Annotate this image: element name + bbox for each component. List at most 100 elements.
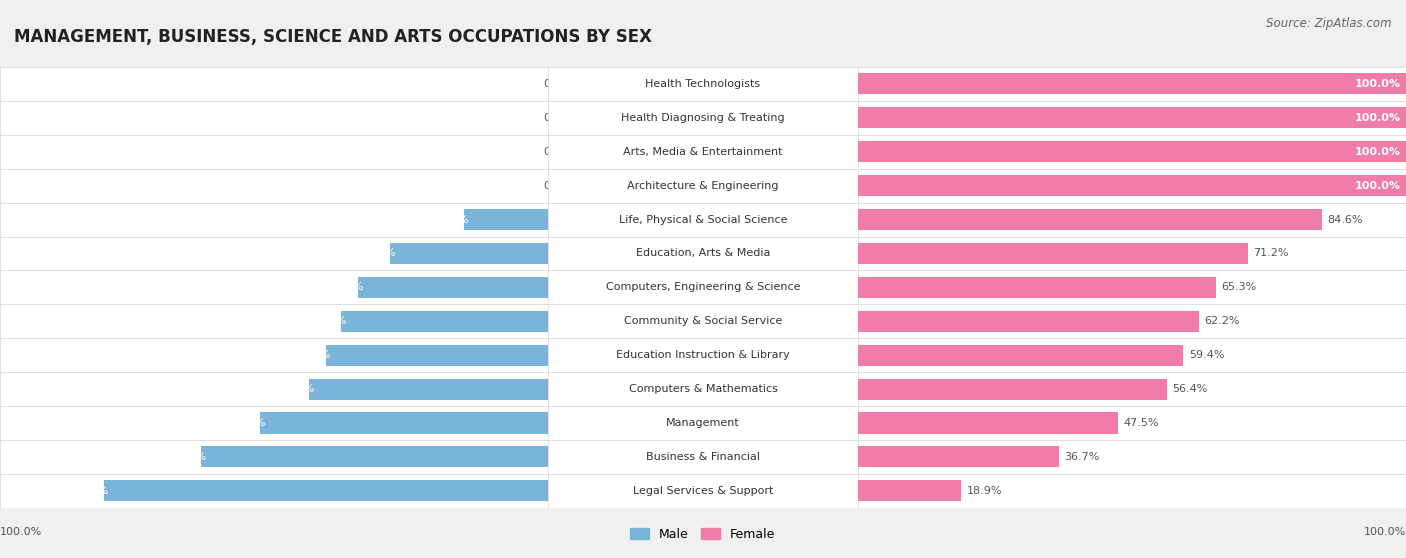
Bar [342,311,548,332]
Text: 100.0%: 100.0% [1354,79,1400,89]
Text: Education, Arts & Media: Education, Arts & Media [636,248,770,258]
Bar [858,446,1059,468]
Bar [858,74,1406,94]
FancyBboxPatch shape [0,474,548,508]
FancyBboxPatch shape [548,372,858,406]
Bar [858,378,1167,400]
FancyBboxPatch shape [858,237,1406,271]
Text: Health Diagnosing & Treating: Health Diagnosing & Treating [621,113,785,123]
FancyBboxPatch shape [548,237,858,271]
Text: 62.2%: 62.2% [1204,316,1240,326]
Bar [858,412,1118,434]
Text: 34.7%: 34.7% [328,282,364,292]
Bar [309,378,548,400]
Text: 59.4%: 59.4% [1189,350,1225,360]
FancyBboxPatch shape [858,203,1406,237]
Text: Computers & Mathematics: Computers & Mathematics [628,384,778,394]
Text: 63.3%: 63.3% [172,452,207,462]
Text: 100.0%: 100.0% [1354,113,1400,123]
Text: Community & Social Service: Community & Social Service [624,316,782,326]
Text: 37.8%: 37.8% [311,316,346,326]
FancyBboxPatch shape [858,440,1406,474]
Bar [858,209,1322,230]
Text: Source: ZipAtlas.com: Source: ZipAtlas.com [1267,17,1392,30]
FancyBboxPatch shape [548,474,858,508]
Text: 100.0%: 100.0% [0,527,42,537]
FancyBboxPatch shape [548,271,858,304]
FancyBboxPatch shape [858,101,1406,135]
FancyBboxPatch shape [858,406,1406,440]
Text: 100.0%: 100.0% [1354,181,1400,191]
Text: Computers, Engineering & Science: Computers, Engineering & Science [606,282,800,292]
FancyBboxPatch shape [548,338,858,372]
Text: MANAGEMENT, BUSINESS, SCIENCE AND ARTS OCCUPATIONS BY SEX: MANAGEMENT, BUSINESS, SCIENCE AND ARTS O… [14,28,652,46]
FancyBboxPatch shape [0,169,548,203]
Text: 100.0%: 100.0% [1354,147,1400,157]
FancyBboxPatch shape [0,237,548,271]
Bar [260,412,548,434]
Bar [858,480,962,501]
FancyBboxPatch shape [0,271,548,304]
Bar [326,345,548,365]
Bar [201,446,548,468]
Text: 18.9%: 18.9% [967,486,1002,496]
Text: 36.7%: 36.7% [1064,452,1099,462]
FancyBboxPatch shape [0,372,548,406]
FancyBboxPatch shape [0,101,548,135]
Text: 15.4%: 15.4% [434,215,470,224]
FancyBboxPatch shape [858,372,1406,406]
FancyBboxPatch shape [858,169,1406,203]
Legend: Male, Female: Male, Female [626,523,780,546]
FancyBboxPatch shape [548,135,858,169]
Text: 71.2%: 71.2% [1254,248,1289,258]
FancyBboxPatch shape [0,304,548,338]
Text: Life, Physical & Social Science: Life, Physical & Social Science [619,215,787,224]
Text: 100.0%: 100.0% [1364,527,1406,537]
Bar [858,277,1216,298]
FancyBboxPatch shape [0,440,548,474]
Text: 28.8%: 28.8% [360,248,396,258]
Bar [359,277,548,298]
Bar [858,311,1199,332]
FancyBboxPatch shape [0,338,548,372]
Text: 47.5%: 47.5% [1123,418,1159,428]
Text: 56.4%: 56.4% [1173,384,1208,394]
FancyBboxPatch shape [858,67,1406,101]
Bar [858,175,1406,196]
FancyBboxPatch shape [548,67,858,101]
FancyBboxPatch shape [548,101,858,135]
Bar [858,141,1406,162]
Text: Arts, Media & Entertainment: Arts, Media & Entertainment [623,147,783,157]
Text: 0.0%: 0.0% [543,147,571,157]
Text: Education Instruction & Library: Education Instruction & Library [616,350,790,360]
FancyBboxPatch shape [858,338,1406,372]
Text: Legal Services & Support: Legal Services & Support [633,486,773,496]
Text: 81.1%: 81.1% [73,486,110,496]
FancyBboxPatch shape [548,304,858,338]
Bar [858,107,1406,128]
Text: 52.6%: 52.6% [231,418,266,428]
Text: 65.3%: 65.3% [1222,282,1257,292]
Text: 40.6%: 40.6% [295,350,332,360]
FancyBboxPatch shape [858,304,1406,338]
Text: Business & Financial: Business & Financial [645,452,761,462]
FancyBboxPatch shape [0,203,548,237]
Bar [391,243,548,264]
FancyBboxPatch shape [548,203,858,237]
FancyBboxPatch shape [548,406,858,440]
FancyBboxPatch shape [548,169,858,203]
Bar [104,480,548,501]
Bar [464,209,548,230]
Text: 43.6%: 43.6% [280,384,315,394]
Text: 84.6%: 84.6% [1327,215,1362,224]
Text: 0.0%: 0.0% [543,79,571,89]
Text: Management: Management [666,418,740,428]
Bar [858,345,1184,365]
Text: Health Technologists: Health Technologists [645,79,761,89]
FancyBboxPatch shape [0,135,548,169]
Text: Architecture & Engineering: Architecture & Engineering [627,181,779,191]
Text: 0.0%: 0.0% [543,181,571,191]
FancyBboxPatch shape [0,406,548,440]
Text: 0.0%: 0.0% [543,113,571,123]
FancyBboxPatch shape [858,135,1406,169]
